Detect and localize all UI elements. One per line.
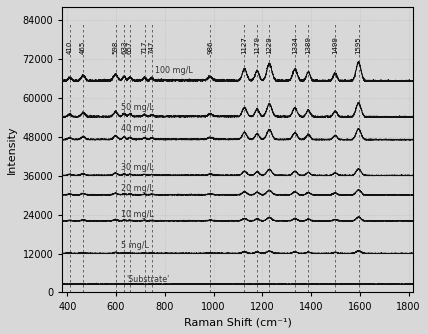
Text: 1229: 1229 — [266, 36, 272, 54]
Text: 465: 465 — [80, 41, 86, 54]
Text: 'Substrate': 'Substrate' — [126, 275, 169, 284]
Text: 1127: 1127 — [241, 36, 247, 54]
X-axis label: Raman Shift (cm⁻¹): Raman Shift (cm⁻¹) — [184, 317, 292, 327]
Text: 1595: 1595 — [356, 36, 362, 54]
Y-axis label: Intensity: Intensity — [7, 125, 17, 174]
Text: 657: 657 — [127, 41, 133, 54]
Text: 598: 598 — [113, 41, 119, 54]
Text: 100 mg/L: 100 mg/L — [155, 66, 193, 75]
Text: 1389: 1389 — [305, 36, 311, 54]
Text: 40 mg/L: 40 mg/L — [121, 124, 154, 133]
Text: 20 mg/L: 20 mg/L — [121, 184, 154, 193]
Text: 633: 633 — [121, 40, 127, 54]
Text: 1334: 1334 — [292, 36, 298, 54]
Text: 50 mg/L: 50 mg/L — [121, 103, 154, 112]
Text: 410: 410 — [67, 41, 73, 54]
Text: 1499: 1499 — [332, 36, 338, 54]
Text: 1179: 1179 — [254, 36, 260, 54]
Text: 30 mg/L: 30 mg/L — [121, 163, 154, 172]
Text: 10 mg/L: 10 mg/L — [121, 210, 154, 219]
Text: 747: 747 — [149, 41, 155, 54]
Text: 5 mg/L: 5 mg/L — [121, 241, 149, 250]
Text: 986: 986 — [207, 40, 213, 54]
Text: 717: 717 — [142, 40, 148, 54]
